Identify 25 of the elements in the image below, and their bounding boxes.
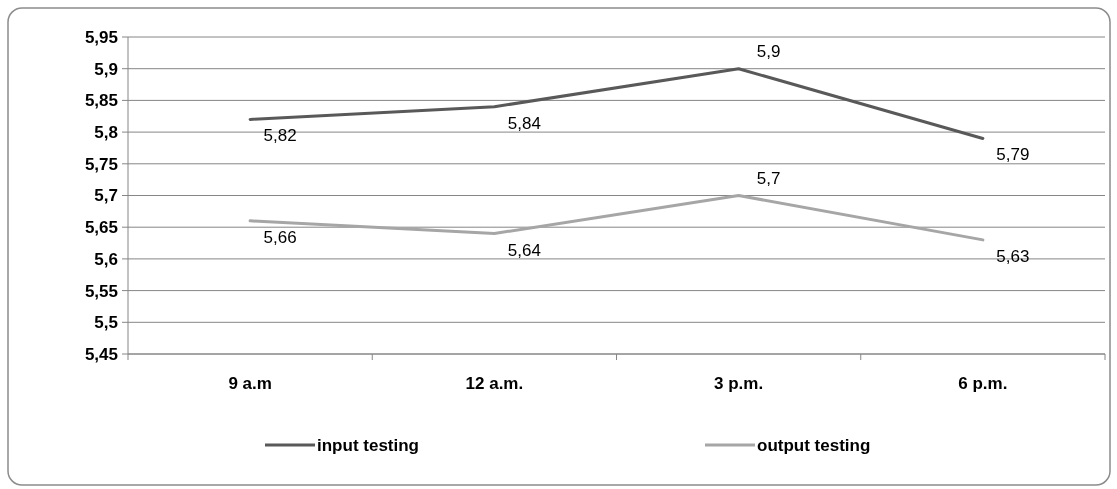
y-tick-label: 5,95 [84, 27, 118, 47]
y-tick-label: 5,55 [84, 281, 118, 301]
data-label: 5,64 [507, 240, 541, 260]
data-label: 5,84 [507, 113, 541, 133]
data-label: 5,66 [263, 227, 297, 247]
legend-label: output testing [757, 435, 871, 455]
data-label: 5,63 [996, 246, 1030, 266]
x-tick-label: 6 p.m. [958, 374, 1008, 393]
data-label: 5,79 [996, 145, 1030, 165]
data-label: 5,7 [756, 168, 781, 188]
x-tick-label: 12 a.m. [465, 374, 524, 393]
data-label: 5,9 [756, 41, 781, 61]
x-tick-label: 9 a.m [228, 374, 272, 393]
data-label: 5,82 [263, 126, 297, 146]
y-tick-label: 5,65 [84, 218, 118, 238]
y-tick-label: 5,85 [84, 91, 118, 111]
y-tick-label: 5,5 [94, 313, 118, 333]
legend-label: input testing [317, 435, 419, 455]
y-tick-label: 5,7 [94, 186, 118, 206]
y-tick-label: 5,45 [84, 344, 118, 364]
y-tick-label: 5,6 [94, 249, 118, 269]
y-tick-label: 5,9 [94, 59, 118, 79]
x-tick-label: 3 p.m. [714, 374, 764, 393]
y-tick-label: 5,8 [94, 123, 118, 143]
y-tick-label: 5,75 [84, 154, 118, 174]
